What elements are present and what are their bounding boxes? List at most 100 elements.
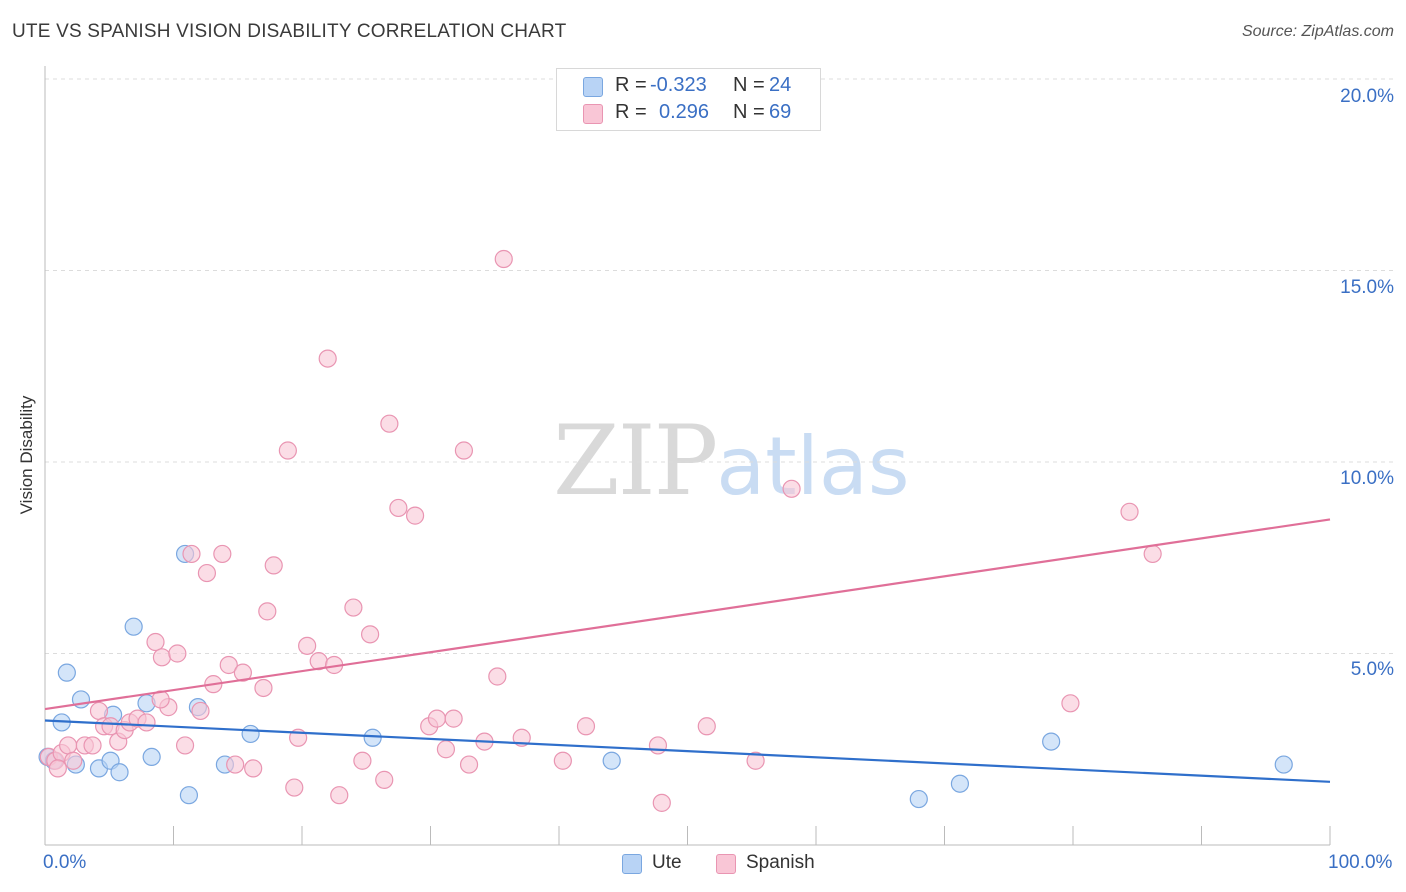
ute-point-9 (124, 617, 143, 636)
bottom-legend-swatch-ute (622, 854, 642, 874)
bottom-legend-label-ute: Ute (652, 852, 682, 873)
bottom-legend-label-spanish: Spanish (746, 852, 815, 873)
spanish-point-45 (389, 498, 408, 518)
chart-title: UTE VS SPANISH VISION DISABILITY CORRELA… (12, 21, 567, 42)
y-tick-label-5: 5.0% (1350, 659, 1394, 680)
watermark-zip: ZIP (553, 405, 718, 517)
legend-spanish-r-value: 0.296 (659, 101, 710, 123)
spanish-point-46 (405, 506, 425, 525)
axes (44, 66, 1331, 846)
ute-point-17 (363, 728, 382, 747)
ute-point-20 (950, 774, 970, 793)
spanish-point-59 (652, 793, 671, 812)
spanish-point-66 (436, 740, 456, 759)
spanish-point-25 (219, 655, 238, 675)
ute-point-18 (602, 751, 621, 770)
spanish-point-63 (1061, 694, 1080, 713)
x-tick-label-0: 0.0% (43, 852, 87, 873)
data-points (38, 249, 1293, 812)
spanish-point-42 (361, 625, 380, 644)
spanish-point-53 (488, 667, 507, 686)
ute-trend-line (44, 719, 1331, 783)
spanish-point-27 (233, 663, 252, 682)
spanish-point-7 (89, 701, 109, 721)
legend: R = -0.323 N = 24 R = 0.296 N = 69 (556, 68, 821, 131)
bottom-legend-swatch-spanish (716, 854, 736, 874)
spanish-point-15 (146, 632, 165, 652)
ute-point-2 (57, 663, 76, 682)
ute-point-11 (142, 747, 161, 767)
spanish-point-14 (137, 713, 156, 732)
spanish-point-20 (182, 544, 201, 564)
source-label: Source: ZipAtlas.com (1241, 23, 1394, 40)
legend-spanish-r-label: R = (615, 101, 647, 123)
spanish-trend-line (44, 518, 1331, 711)
legend-swatch-spanish (583, 104, 603, 124)
spanish-point-4 (64, 751, 83, 770)
watermark-atlas: atlas (716, 420, 910, 513)
spanish-point-50 (454, 441, 474, 460)
spanish-point-21 (191, 701, 210, 721)
ute-point-16 (241, 724, 260, 744)
spanish-point-41 (353, 751, 372, 770)
spanish-point-48 (427, 709, 447, 728)
spanish-point-6 (83, 736, 102, 755)
y-axis-label: Vision Disability (17, 395, 36, 515)
spanish-point-32 (278, 441, 297, 460)
spanish-point-44 (380, 414, 399, 433)
spanish-point-3 (59, 736, 78, 755)
spanish-point-58 (648, 736, 668, 755)
spanish-point-35 (298, 636, 317, 655)
spanish-point-26 (226, 755, 245, 774)
legend-spanish-n-label: N = (733, 101, 765, 123)
spanish-point-24 (213, 544, 232, 564)
spanish-point-67 (48, 759, 67, 778)
ute-point-8 (110, 763, 129, 782)
spanish-point-30 (258, 602, 277, 621)
grid-lines (45, 78, 1393, 654)
spanish-point-40 (344, 598, 363, 617)
ute-point-21 (1042, 732, 1061, 751)
spanish-point-64 (1120, 502, 1139, 521)
spanish-point-28 (244, 759, 263, 778)
spanish-point-57 (576, 717, 596, 736)
spanish-point-16 (152, 648, 172, 667)
legend-row-spanish: R = 0.296 N = 69 (557, 100, 820, 126)
legend-ute-n-label: N = (733, 74, 765, 96)
spanish-point-62 (782, 479, 801, 498)
legend-ute-r-value: -0.323 (650, 74, 707, 96)
spanish-point-60 (697, 717, 716, 736)
legend-ute-n-value: 24 (769, 74, 792, 96)
trend-lines (44, 518, 1331, 783)
spanish-point-33 (285, 778, 304, 797)
spanish-point-56 (553, 751, 572, 770)
bottom-legend-spanish: Spanish (716, 852, 846, 876)
watermark: ZIPatlas (553, 405, 910, 517)
x-tick-label-100: 100.0% (1328, 852, 1393, 873)
spanish-point-61 (746, 751, 765, 770)
spanish-point-49 (444, 709, 463, 728)
ute-point-19 (909, 789, 928, 809)
spanish-point-39 (330, 786, 349, 805)
legend-row-ute: R = -0.323 N = 24 (557, 73, 820, 99)
legend-spanish-n-value: 69 (769, 101, 792, 123)
ute-point-13 (179, 786, 199, 805)
bottom-legend-ute: Ute (622, 852, 722, 876)
spanish-point-18 (168, 644, 187, 663)
ute-point-22 (1274, 755, 1293, 774)
spanish-point-31 (264, 556, 283, 575)
y-tick-label-10: 10.0% (1340, 468, 1394, 489)
spanish-point-51 (459, 755, 479, 774)
spanish-point-19 (175, 736, 195, 755)
legend-ute-r-label: R = (615, 74, 647, 96)
spanish-point-22 (197, 563, 217, 583)
spanish-point-54 (494, 249, 513, 269)
y-tick-label-15: 15.0% (1340, 277, 1394, 298)
spanish-point-43 (375, 770, 394, 789)
y-tick-label-20: 20.0% (1340, 86, 1394, 107)
spanish-point-29 (254, 678, 273, 698)
legend-swatch-ute (583, 77, 603, 97)
spanish-point-37 (318, 349, 337, 368)
spanish-point-65 (1143, 544, 1162, 564)
